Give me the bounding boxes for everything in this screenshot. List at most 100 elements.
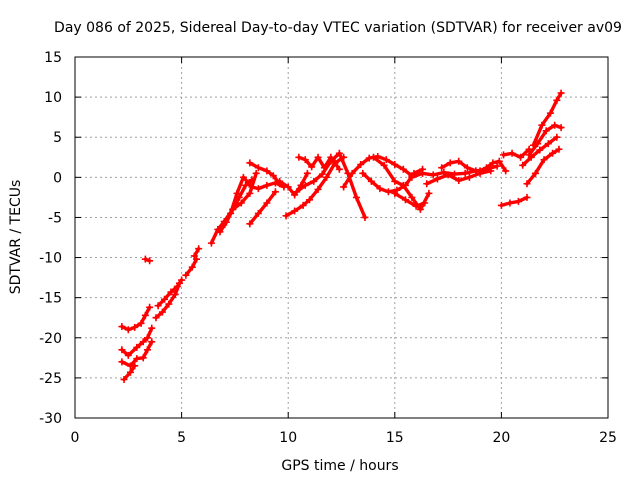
data-point-marker <box>500 151 508 159</box>
data-point-marker <box>391 177 399 185</box>
data-point-marker <box>538 121 546 129</box>
data-point-marker <box>421 199 429 207</box>
data-point-marker <box>263 181 271 189</box>
series-arc-22 <box>391 189 429 210</box>
series-arc-21 <box>369 153 433 213</box>
data-point-marker <box>148 324 156 332</box>
data-point-marker <box>318 170 326 178</box>
data-point-marker <box>271 188 279 196</box>
data-point-marker <box>365 154 373 162</box>
data-point-marker <box>252 169 260 177</box>
data-point-marker <box>182 271 190 279</box>
data-point-marker <box>423 180 431 188</box>
data-point-marker <box>126 368 134 376</box>
data-point-marker <box>487 167 495 175</box>
data-point-marker <box>139 338 147 346</box>
data-point-marker <box>239 173 247 181</box>
y-tick-label: -20 <box>39 331 62 347</box>
series-arc-27 <box>497 193 531 209</box>
data-point-marker <box>408 173 416 181</box>
data-point-marker <box>525 151 533 159</box>
y-tick-label: 5 <box>53 130 62 146</box>
data-point-marker <box>463 164 471 172</box>
data-point-marker <box>444 171 452 179</box>
data-point-marker <box>233 189 241 197</box>
data-point-marker <box>154 302 162 310</box>
series-trace <box>393 191 427 208</box>
data-point-marker <box>419 169 427 177</box>
data-point-marker <box>348 169 356 177</box>
series-trace <box>248 190 278 226</box>
data-point-marker <box>190 252 198 260</box>
x-tick-label: 0 <box>71 430 80 446</box>
data-point-marker <box>376 185 384 193</box>
data-point-marker <box>551 121 559 129</box>
data-point-marker <box>542 127 550 135</box>
data-point-marker <box>165 300 173 308</box>
data-point-marker <box>401 196 409 204</box>
series-arc-7 <box>154 276 186 310</box>
data-point-marker <box>310 177 318 185</box>
data-point-marker <box>246 189 254 197</box>
data-point-marker <box>118 358 126 366</box>
data-point-marker <box>455 157 463 165</box>
data-point-marker <box>549 149 557 157</box>
series-arc-4 <box>120 362 139 383</box>
y-tick-label: 15 <box>44 50 62 66</box>
series-arc-18 <box>293 149 369 221</box>
data-point-marker <box>131 362 139 370</box>
data-point-marker <box>143 334 151 342</box>
data-point-marker <box>497 201 505 209</box>
data-point-marker <box>178 276 186 284</box>
data-point-marker <box>519 161 527 169</box>
data-point-marker <box>335 165 343 173</box>
x-tick-label: 5 <box>177 430 186 446</box>
series-arc-31 <box>525 121 565 159</box>
data-point-marker <box>391 189 399 197</box>
data-point-marker <box>399 165 407 173</box>
data-point-marker <box>429 171 437 179</box>
x-axis-label: GPS time / hours <box>281 458 398 474</box>
series-arc-25 <box>438 157 480 175</box>
data-point-marker <box>146 257 154 265</box>
data-point-marker <box>227 209 235 217</box>
data-point-marker <box>335 149 343 157</box>
data-point-marker <box>269 172 277 180</box>
data-point-marker <box>254 185 262 193</box>
data-point-marker <box>143 346 151 354</box>
data-point-marker <box>139 354 147 362</box>
data-point-marker <box>207 239 215 247</box>
data-point-marker <box>167 288 175 296</box>
data-point-marker <box>369 153 377 161</box>
series-trace <box>501 147 531 160</box>
data-point-marker <box>482 164 490 172</box>
data-point-marker <box>553 96 561 104</box>
data-point-marker <box>218 223 226 231</box>
data-point-marker <box>248 183 256 191</box>
data-point-marker <box>276 177 284 185</box>
series-arc-2 <box>118 324 156 359</box>
data-point-marker <box>546 109 554 117</box>
data-point-marker <box>557 89 565 97</box>
data-point-marker <box>248 176 256 184</box>
data-point-marker <box>555 145 563 153</box>
data-point-marker <box>391 160 399 168</box>
data-point-marker <box>293 188 301 196</box>
data-point-marker <box>171 290 179 298</box>
data-point-marker <box>173 282 181 290</box>
data-point-marker <box>308 163 316 171</box>
data-point-marker <box>242 181 250 189</box>
data-point-marker <box>295 153 303 161</box>
data-point-marker <box>340 183 348 191</box>
data-point-marker <box>131 323 139 331</box>
data-point-marker <box>237 199 245 207</box>
data-point-marker <box>361 213 369 221</box>
data-point-marker <box>536 146 544 154</box>
series-arc-26 <box>476 157 510 175</box>
data-point-marker <box>327 157 335 165</box>
data-point-marker <box>506 199 514 207</box>
data-point-marker <box>118 323 126 331</box>
data-point-marker <box>357 160 365 168</box>
data-point-marker <box>148 338 156 346</box>
